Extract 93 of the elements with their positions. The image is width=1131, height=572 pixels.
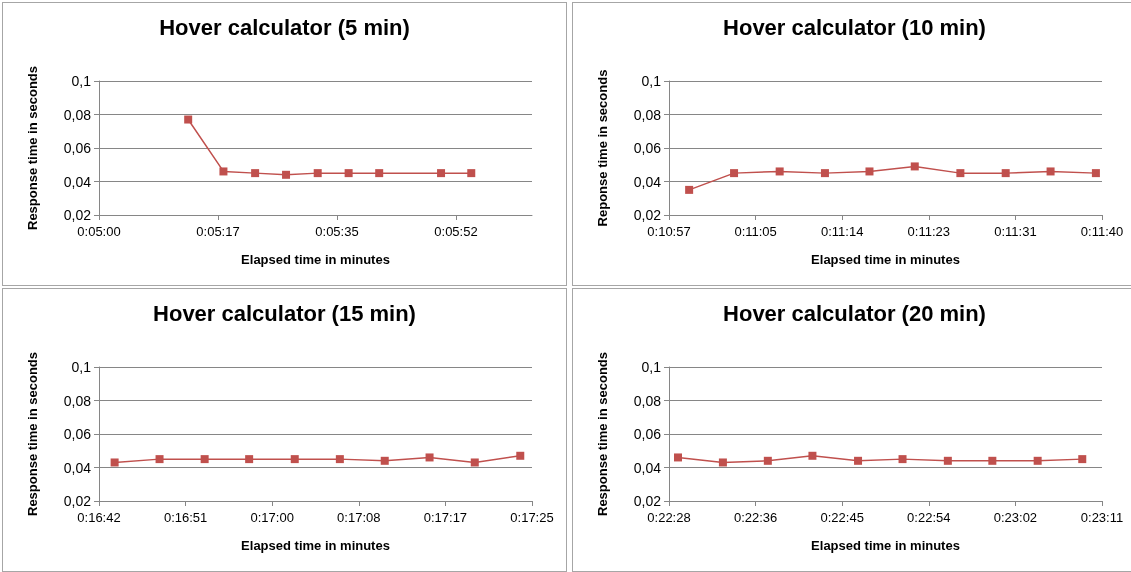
point xyxy=(943,456,952,465)
x-tick-label: 0:16:51 xyxy=(163,510,208,525)
point xyxy=(110,458,119,467)
x-tick-label: 0:11:31 xyxy=(994,224,1037,239)
point xyxy=(375,169,384,178)
point xyxy=(219,167,228,176)
point xyxy=(820,169,829,178)
point xyxy=(1078,455,1087,464)
point xyxy=(1033,456,1042,465)
point xyxy=(988,456,997,465)
x-tick-label: 0:05:52 xyxy=(434,224,478,239)
point xyxy=(467,169,476,178)
point xyxy=(898,455,907,464)
x-tick-label: 0:05:00 xyxy=(77,224,121,239)
point xyxy=(380,456,389,465)
point xyxy=(775,167,784,176)
x-tick-label: 0:23:11 xyxy=(1080,510,1124,525)
y-tick-label: 0,06 xyxy=(633,426,662,442)
y-tick-label: 0,06 xyxy=(63,426,92,442)
y-axis-title: Response time in seconds xyxy=(595,352,610,516)
point xyxy=(910,162,919,171)
point xyxy=(730,169,739,178)
x-tick-label: 0:22:28 xyxy=(647,510,691,525)
point xyxy=(674,453,683,462)
x-tick-label: 0:17:00 xyxy=(250,510,294,525)
x-tick-label: 0:05:35 xyxy=(315,224,359,239)
y-tick-label: 0,06 xyxy=(63,140,92,156)
chart-title: Hover calculator (15 min) xyxy=(153,300,416,326)
point xyxy=(516,451,525,460)
y-axis-title: Response time in seconds xyxy=(25,66,40,230)
y-tick-label: 0,02 xyxy=(633,207,662,223)
point xyxy=(425,453,434,462)
chart-title: Hover calculator (20 min) xyxy=(723,300,986,326)
y-tick-label: 0,02 xyxy=(63,207,92,223)
x-axis-title: Elapsed time in minutes xyxy=(241,538,390,553)
y-tick-label: 0,08 xyxy=(63,392,92,409)
point xyxy=(344,169,353,178)
y-tick-label: 0,04 xyxy=(63,173,92,190)
point xyxy=(251,169,260,178)
y-tick-label: 0,06 xyxy=(633,140,662,156)
point xyxy=(718,458,727,467)
y-tick-label: 0,02 xyxy=(63,493,92,509)
x-tick-label: 0:10:57 xyxy=(647,224,691,239)
x-tick-label: 0:11:23 xyxy=(907,224,951,239)
x-tick-label: 0:22:54 xyxy=(907,510,951,525)
chart-title: Hover calculator (10 min) xyxy=(723,14,986,40)
y-tick-label: 0,08 xyxy=(63,106,92,123)
y-tick-label: 0,1 xyxy=(641,359,662,375)
point xyxy=(1046,167,1055,176)
x-tick-label: 0:05:17 xyxy=(196,224,240,239)
point xyxy=(335,455,344,464)
point xyxy=(808,451,817,460)
x-tick-label: 0:11:05 xyxy=(734,224,777,239)
y-tick-label: 0,1 xyxy=(641,73,662,89)
point xyxy=(245,455,254,464)
x-axis-title: Elapsed time in minutes xyxy=(811,252,960,267)
y-tick-label: 0,04 xyxy=(633,459,662,476)
y-tick-label: 0,1 xyxy=(71,73,92,89)
point xyxy=(956,169,965,178)
point xyxy=(1091,169,1100,178)
y-tick-label: 0,02 xyxy=(633,493,662,509)
point xyxy=(1001,169,1010,178)
y-tick-label: 0,04 xyxy=(633,173,662,190)
y-tick-label: 0,04 xyxy=(63,459,92,476)
x-axis-title: Elapsed time in minutes xyxy=(241,252,390,267)
y-tick-label: 0,1 xyxy=(71,359,92,375)
point xyxy=(685,185,694,194)
y-axis-title: Response time in seconds xyxy=(25,352,40,516)
y-tick-label: 0,08 xyxy=(633,392,662,409)
point xyxy=(470,458,479,467)
point xyxy=(282,170,291,179)
point xyxy=(313,169,322,178)
point xyxy=(763,456,772,465)
point xyxy=(290,455,299,464)
point xyxy=(200,455,209,464)
point xyxy=(437,169,446,178)
x-tick-label: 0:17:25 xyxy=(510,510,554,525)
x-axis-title: Elapsed time in minutes xyxy=(811,538,960,553)
chart-title: Hover calculator (5 min) xyxy=(159,14,410,40)
y-axis-title: Reponse time in seconds xyxy=(595,69,610,227)
x-tick-label: 0:16:42 xyxy=(77,510,121,525)
x-tick-label: 0:23:02 xyxy=(993,510,1038,525)
x-tick-label: 0:11:40 xyxy=(1080,224,1124,239)
x-tick-label: 0:22:36 xyxy=(733,510,778,525)
point xyxy=(865,167,874,176)
y-tick-label: 0,08 xyxy=(633,106,662,123)
x-tick-label: 0:17:17 xyxy=(423,510,468,525)
x-tick-label: 0:17:08 xyxy=(337,510,381,525)
point xyxy=(184,115,193,124)
point xyxy=(155,455,164,464)
x-tick-label: 0:22:45 xyxy=(820,510,864,525)
point xyxy=(854,456,863,465)
x-tick-label: 0:11:14 xyxy=(820,224,864,239)
